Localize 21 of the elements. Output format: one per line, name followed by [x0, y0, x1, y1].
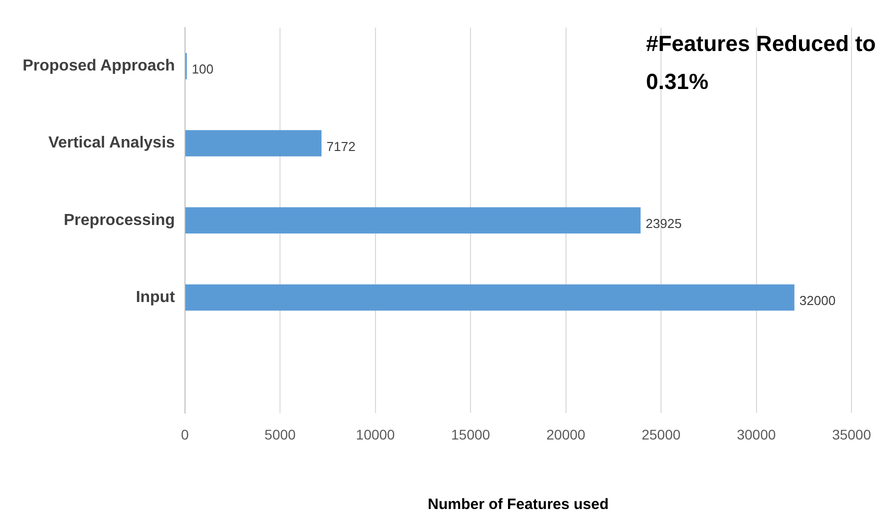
bar	[185, 130, 322, 156]
y-tick-label: Preprocessing	[64, 212, 175, 229]
bar	[185, 207, 641, 234]
x-tick-label: 0	[181, 426, 190, 442]
x-tick-label: 35000	[832, 426, 872, 442]
x-tick-label: 25000	[642, 426, 681, 442]
x-axis-title: Number of Features used	[428, 496, 609, 514]
data-label: 100	[192, 62, 214, 77]
x-tick-label: 5000	[264, 426, 296, 442]
x-tick-label: 15000	[451, 426, 490, 442]
data-label: 7172	[326, 138, 356, 154]
y-tick-label: Proposed Approach	[22, 58, 175, 75]
bar	[185, 284, 794, 311]
x-tick-label: 10000	[356, 426, 396, 442]
x-tick-label: 30000	[736, 426, 776, 442]
x-tick-label: 20000	[546, 426, 586, 442]
data-label: 23925	[646, 216, 682, 231]
annotation: #Features Reduced to 0.31%	[646, 31, 876, 94]
y-tick-label: Vertical Analysis	[48, 134, 176, 152]
y-tick-label: Input	[136, 288, 176, 306]
data-label: 32000	[799, 293, 836, 308]
